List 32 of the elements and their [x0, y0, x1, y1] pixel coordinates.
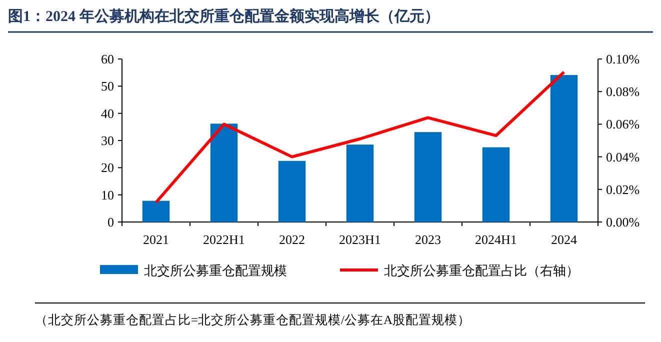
text: （北交所公募重仓配置占比=北交所公募重仓配置规模/公募在A股配置规模） [35, 312, 471, 327]
x-tick-label: 2022H1 [203, 232, 245, 247]
y-tick-label: 40 [101, 106, 114, 121]
y2-tick-label: 0.10% [606, 52, 640, 66]
bar [346, 144, 374, 222]
legend-label: 北交所公募重仓配置规模 [144, 263, 287, 278]
y-tick-label: 0 [108, 214, 114, 230]
bar [278, 160, 306, 222]
y-tick-label: 50 [101, 78, 114, 94]
y2-tick-label: 0.04% [606, 149, 640, 164]
bar [210, 124, 238, 222]
x-tick-label: 2024H1 [475, 232, 517, 247]
line-series [154, 70, 566, 204]
y-tick-label: 20 [101, 160, 114, 176]
y2-tick-label: 0.02% [606, 182, 640, 197]
bar [414, 132, 442, 222]
x-tick-label: 2021 [143, 232, 169, 247]
bar [482, 147, 510, 222]
y-tick-label: 30 [101, 133, 114, 148]
x-tick-label: 2022 [279, 232, 305, 247]
chart-title: 图1：2024 年公募机构在北交所重仓配置金额实现高增长（亿元） [8, 7, 440, 25]
y2-tick-label: 0.00% [606, 214, 640, 230]
y2-tick-label: 0.08% [606, 84, 640, 100]
bar [142, 200, 170, 222]
x-tick-label: 2023 [415, 232, 441, 247]
x-tick-label: 2023H1 [339, 232, 381, 247]
legend-label: 北交所公募重仓配置占比（右轴） [384, 263, 579, 278]
y-tick-label: 60 [101, 52, 114, 66]
y2-tick-label: 0.06% [606, 116, 640, 132]
bar [550, 75, 578, 222]
y-tick-label: 10 [101, 187, 114, 202]
x-tick-label: 2024 [551, 232, 578, 247]
